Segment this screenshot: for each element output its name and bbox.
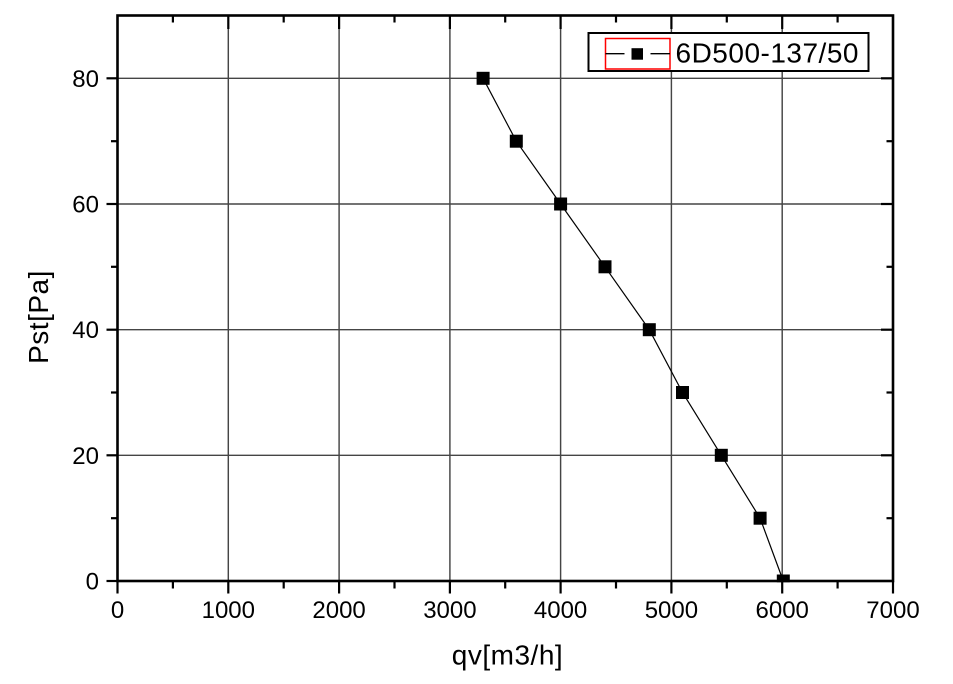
svg-text:2000: 2000 <box>312 597 365 624</box>
svg-text:40: 40 <box>72 317 99 344</box>
svg-text:0: 0 <box>86 569 99 596</box>
svg-text:3000: 3000 <box>423 597 476 624</box>
svg-text:4000: 4000 <box>534 597 587 624</box>
svg-text:6000: 6000 <box>756 597 809 624</box>
svg-text:7000: 7000 <box>866 597 919 624</box>
svg-text:1000: 1000 <box>202 597 255 624</box>
svg-text:20: 20 <box>72 443 99 470</box>
svg-text:Pst[Pa]: Pst[Pa] <box>23 270 54 364</box>
svg-text:5000: 5000 <box>645 597 698 624</box>
svg-text:80: 80 <box>72 66 99 93</box>
svg-text:qv[m3/h]: qv[m3/h] <box>452 640 563 671</box>
svg-text:6D500-137/50: 6D500-137/50 <box>676 38 859 69</box>
svg-text:60: 60 <box>72 192 99 219</box>
svg-text:0: 0 <box>111 597 124 624</box>
